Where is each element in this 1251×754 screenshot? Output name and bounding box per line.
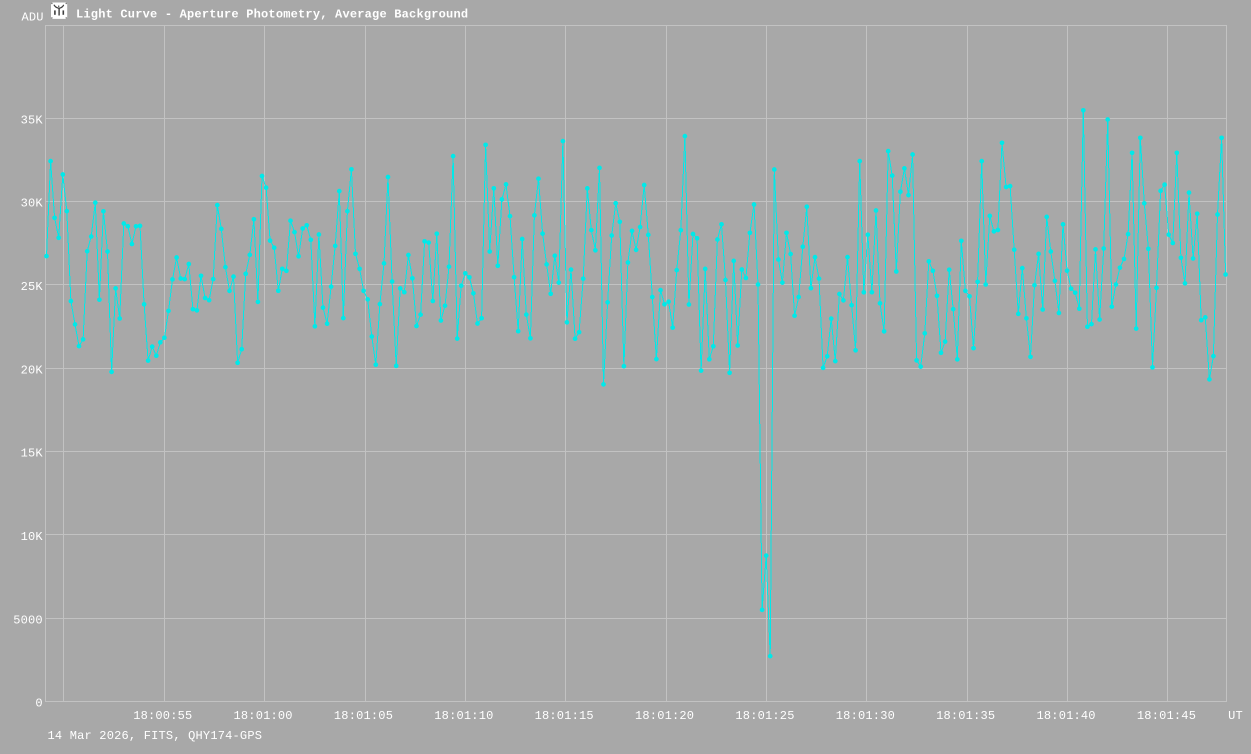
svg-text:Light Curve - Aperture Photome: Light Curve - Aperture Photometry, Avera… bbox=[76, 8, 468, 22]
svg-text:18:01:35: 18:01:35 bbox=[936, 709, 995, 723]
svg-text:ADU: ADU bbox=[22, 11, 44, 25]
svg-text:18:01:15: 18:01:15 bbox=[535, 709, 594, 723]
svg-text:20K: 20K bbox=[21, 363, 44, 377]
svg-text:UT: UT bbox=[1228, 709, 1243, 723]
svg-text:35K: 35K bbox=[21, 113, 44, 127]
svg-text:14 Mar 2026, FITS, QHY174-GPS: 14 Mar 2026, FITS, QHY174-GPS bbox=[48, 729, 263, 743]
svg-text:18:01:00: 18:01:00 bbox=[233, 709, 292, 723]
svg-text:18:01:25: 18:01:25 bbox=[735, 709, 794, 723]
svg-text:5000: 5000 bbox=[13, 613, 43, 627]
svg-text:18:01:05: 18:01:05 bbox=[334, 709, 393, 723]
svg-text:18:01:20: 18:01:20 bbox=[635, 709, 694, 723]
svg-text:30K: 30K bbox=[21, 197, 44, 211]
svg-text:18:00:55: 18:00:55 bbox=[133, 709, 192, 723]
svg-text:10K: 10K bbox=[21, 530, 44, 544]
svg-text:18:01:10: 18:01:10 bbox=[434, 709, 493, 723]
svg-text:15K: 15K bbox=[21, 447, 44, 461]
svg-text:18:01:45: 18:01:45 bbox=[1137, 709, 1196, 723]
svg-text:18:01:30: 18:01:30 bbox=[836, 709, 895, 723]
svg-text:0: 0 bbox=[35, 697, 42, 711]
svg-text:25K: 25K bbox=[21, 280, 44, 294]
svg-text:18:01:40: 18:01:40 bbox=[1036, 709, 1095, 723]
